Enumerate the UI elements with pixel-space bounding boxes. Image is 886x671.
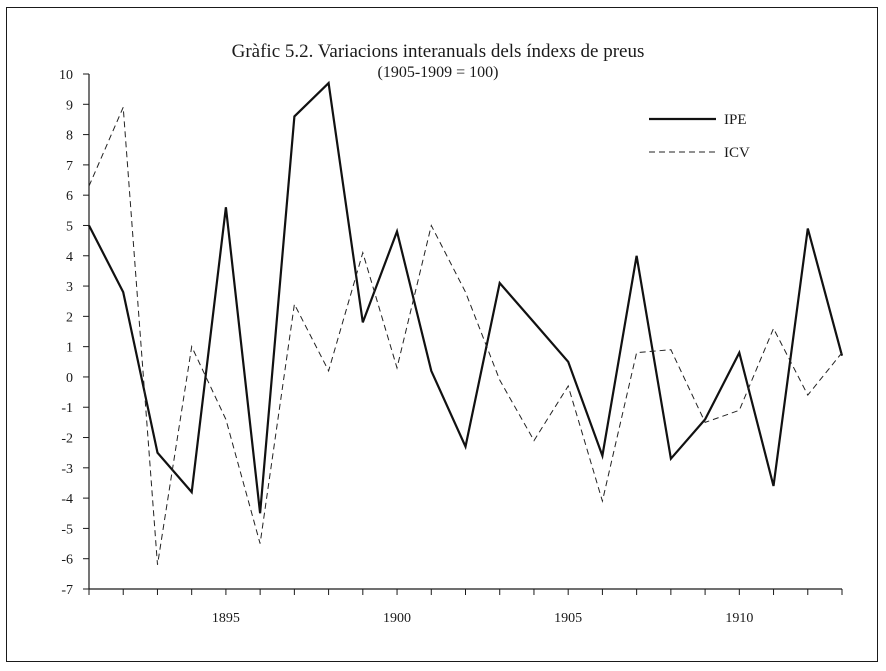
y-tick-label: -1 [61,401,73,416]
legend: IPE ICV [649,112,750,161]
chart-title: Gràfic 5.2. Variacions interanuals dels … [232,41,645,62]
y-tick-label: 5 [66,219,73,234]
legend-label-ipe: IPE [724,112,747,128]
y-tick-label: 0 [66,371,73,386]
y-tick-label: 2 [66,310,73,325]
y-tick-label: -4 [61,492,73,507]
y-tick-label: -7 [61,583,73,598]
y-tick-label: 7 [66,159,73,174]
series-line-ipe [88,80,844,514]
y-tick-label: -2 [61,432,73,447]
x-tick-label: 1910 [725,611,753,626]
x-tick-label: 1905 [554,611,582,626]
chart-subtitle: (1905-1909 = 100) [377,64,498,81]
x-tick-label: 1900 [383,611,411,626]
y-tick-label: -3 [61,462,73,477]
x-tick-label: 1895 [212,611,240,626]
y-tick-label: 8 [66,129,73,144]
y-tick-label: -5 [61,522,73,537]
y-tick-label: 4 [66,250,73,265]
y-ticks: -7 -6 -5 -4 -3 -2 -1 0 1 2 3 4 5 6 7 8 9 10 [59,68,89,598]
y-tick-label: -6 [61,553,73,568]
series-line-icv [88,107,843,565]
legend-label-icv: ICV [724,145,750,161]
chart-frame [6,7,878,662]
y-tick-label: 1 [66,341,73,356]
y-tick-label: 9 [66,98,73,113]
series-lines [88,80,844,565]
y-tick-label: 3 [66,280,73,295]
y-tick-label: 6 [66,189,73,204]
y-tick-label: 10 [59,68,73,83]
x-ticks: 1895 1900 1905 1910 [88,589,843,626]
